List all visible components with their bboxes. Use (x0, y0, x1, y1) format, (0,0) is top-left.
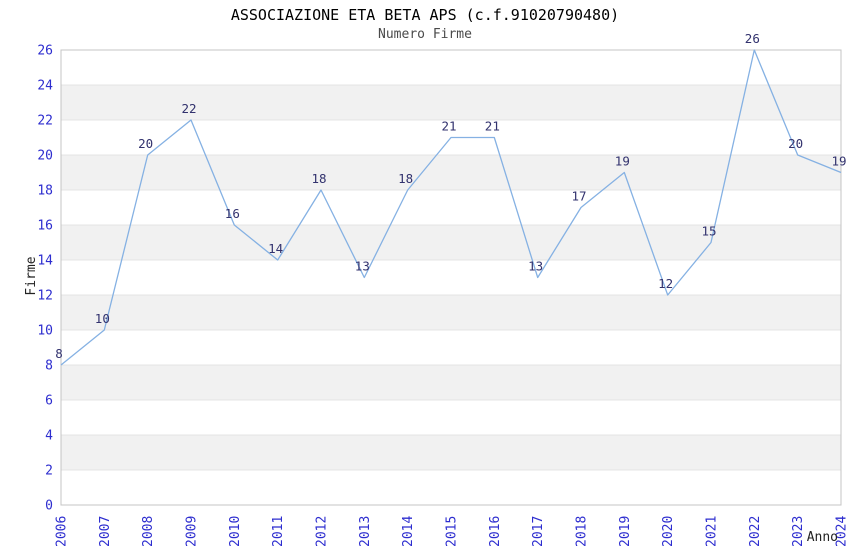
point-value-label: 26 (745, 31, 760, 46)
y-axis-title: Firme (24, 256, 39, 296)
x-tick-label: 2017 (531, 516, 546, 547)
point-value-label: 13 (355, 259, 370, 274)
point-value-label: 12 (658, 276, 673, 291)
x-tick-label: 2021 (705, 516, 720, 547)
x-tick-label: 2023 (791, 516, 806, 547)
y-tick-label: 12 (37, 289, 53, 304)
x-tick-label: 2011 (271, 516, 286, 547)
x-tick-label: 2006 (55, 516, 70, 547)
point-value-label: 8 (55, 346, 63, 361)
point-value-label: 14 (268, 241, 283, 256)
point-value-label: 19 (831, 154, 846, 169)
y-tick-label: 20 (37, 149, 53, 164)
x-tick-label: 2008 (141, 516, 156, 547)
x-tick-label: 2012 (315, 516, 330, 547)
point-value-label: 10 (95, 311, 110, 326)
x-axis-title: Anno (806, 530, 838, 545)
point-value-label: 22 (181, 101, 196, 116)
x-tick-label: 2015 (445, 516, 460, 547)
point-value-label: 20 (788, 136, 803, 151)
y-tick-label: 8 (45, 359, 53, 374)
x-tick-label: 2022 (748, 516, 763, 547)
point-value-label: 18 (398, 171, 413, 186)
x-tick-label: 2014 (401, 516, 416, 547)
x-tick-label: 2024 (835, 516, 850, 547)
y-tick-label: 18 (37, 184, 53, 199)
chart-title: ASSOCIAZIONE ETA BETA APS (c.f.910207904… (230, 6, 620, 24)
y-tick-label: 2 (45, 464, 53, 479)
point-value-label: 18 (311, 171, 326, 186)
point-value-label: 15 (701, 224, 716, 239)
x-tick-label: 2016 (488, 516, 503, 547)
data-line (60, 49, 842, 366)
grid-band (61, 435, 841, 470)
y-tick-label: 6 (45, 394, 53, 409)
point-value-label: 17 (571, 189, 586, 204)
point-value-label: 20 (138, 136, 153, 151)
y-tick-label: 10 (37, 324, 53, 339)
x-tick-label: 2009 (185, 516, 200, 547)
chart-subtitle: Numero Firme (378, 27, 472, 42)
y-tick-label: 16 (37, 219, 53, 234)
x-tick-label: 2007 (98, 516, 113, 547)
grid-band (61, 295, 841, 330)
x-tick-label: 2020 (661, 516, 676, 547)
plot-border (60, 49, 842, 506)
grid-band (61, 225, 841, 260)
point-value-label: 13 (528, 259, 543, 274)
x-tick-label: 2018 (575, 516, 590, 547)
y-tick-label: 24 (37, 79, 53, 94)
y-tick-label: 22 (37, 114, 53, 129)
grid-band (61, 365, 841, 400)
y-tick-label: 0 (45, 499, 53, 514)
y-tick-label: 14 (37, 254, 53, 269)
x-tick-label: 2010 (228, 516, 243, 547)
x-tick-label: 2019 (618, 516, 633, 547)
grid-band (61, 155, 841, 190)
point-value-label: 19 (615, 154, 630, 169)
point-value-label: 21 (441, 119, 456, 134)
y-tick-label: 26 (37, 44, 53, 59)
point-value-label: 21 (485, 119, 500, 134)
y-tick-label: 4 (45, 429, 53, 444)
x-tick-label: 2013 (358, 516, 373, 547)
point-value-label: 16 (225, 206, 240, 221)
grid-band (61, 85, 841, 120)
